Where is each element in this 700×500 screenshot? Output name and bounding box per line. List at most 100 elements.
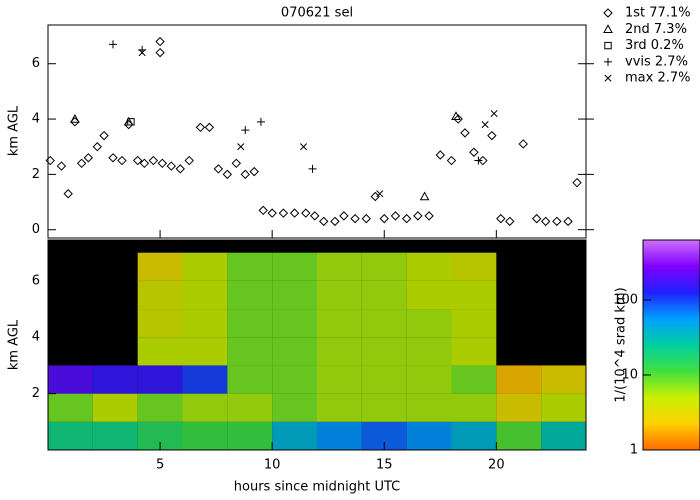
point	[419, 191, 430, 201]
point	[76, 158, 87, 169]
colorbar-tick-label: 1	[630, 443, 638, 458]
point	[330, 216, 340, 227]
heatmap-cell	[361, 365, 407, 394]
legend-symbol	[604, 57, 612, 66]
point	[127, 118, 135, 126]
heatmap-cell	[227, 365, 273, 394]
heatmap-cell	[92, 393, 138, 422]
heatmap-cell	[182, 365, 228, 394]
colorbar-tick-label: 10	[621, 367, 638, 382]
point	[175, 164, 185, 174]
heatmap-cell	[406, 337, 452, 366]
heatmap-cell	[317, 365, 362, 394]
heatmap-cell	[317, 337, 362, 366]
heatmap-cell	[451, 393, 497, 422]
heatmap-cell	[227, 337, 273, 366]
point	[339, 211, 349, 221]
point	[490, 109, 498, 118]
heatmap-cell	[361, 393, 407, 422]
point	[83, 153, 94, 163]
y-tick-label: 2	[32, 167, 40, 182]
point	[70, 114, 80, 123]
point	[496, 213, 506, 224]
point	[184, 155, 194, 166]
y-axis-label: km AGL	[7, 319, 22, 370]
point	[56, 161, 67, 171]
point	[195, 122, 206, 133]
heatmap-cell	[451, 252, 497, 281]
heatmap-cell	[361, 337, 407, 366]
heatmap-cell	[541, 393, 586, 422]
point	[258, 205, 268, 216]
point	[267, 208, 277, 218]
point	[241, 126, 250, 135]
y-tick-label: 4	[32, 112, 40, 127]
point	[319, 216, 329, 227]
point	[435, 150, 445, 160]
point	[361, 213, 372, 224]
heatmap-cell	[137, 365, 183, 394]
heatmap-cell	[406, 365, 452, 394]
heatmap-cell	[272, 365, 317, 394]
y-tick-label: 0	[32, 222, 40, 237]
point	[138, 49, 146, 57]
point	[413, 211, 423, 221]
point	[376, 190, 384, 198]
y-tick-label: 6	[32, 56, 40, 71]
heatmap-cell	[317, 421, 362, 450]
legend-label: vvis 2.7%	[625, 54, 688, 69]
heatmap-cell	[182, 309, 228, 338]
legend-symbol	[603, 24, 613, 33]
point	[563, 216, 573, 227]
point	[148, 155, 159, 166]
heatmap-cell	[182, 252, 228, 281]
x-tick-label: 5	[156, 458, 164, 473]
point	[213, 164, 224, 174]
heatmap-cell	[451, 309, 497, 338]
plot-frame	[47, 24, 587, 239]
point	[155, 36, 165, 47]
heatmap-cell	[496, 365, 542, 394]
point	[299, 143, 308, 151]
chart-title: 070621 sel	[281, 6, 353, 21]
heatmap-cell	[496, 421, 542, 450]
colorbar	[642, 239, 700, 451]
legend-symbol	[604, 74, 612, 82]
colorbar-label: 1/(10^4 srad km)	[614, 287, 629, 402]
colorbar-tick-label: 100	[613, 292, 638, 307]
heatmap-cell	[137, 280, 183, 310]
point	[157, 158, 168, 169]
point	[155, 47, 165, 58]
point	[204, 122, 215, 133]
point	[379, 213, 389, 224]
point	[474, 156, 483, 165]
heatmap-cell	[451, 337, 497, 366]
heatmap-cell	[272, 280, 317, 310]
y-tick-label: 6	[32, 273, 40, 288]
heatmap-cell	[182, 337, 228, 366]
heatmap-cell	[227, 309, 273, 338]
point	[531, 213, 542, 224]
point	[310, 211, 320, 221]
point	[370, 191, 380, 202]
heatmap-cell	[361, 280, 407, 310]
point	[481, 121, 489, 129]
heatmap-cell	[272, 421, 317, 450]
heatmap-cell	[272, 252, 317, 281]
heatmap-cell	[272, 393, 317, 422]
point	[487, 130, 497, 141]
point	[45, 155, 55, 166]
heatmap-cell	[317, 252, 362, 281]
legend-label: 1st 77.1%	[625, 6, 691, 21]
heatmap-cell	[406, 421, 452, 450]
x-tick-label: 20	[488, 458, 505, 473]
heatmap-cell	[317, 309, 362, 338]
point	[424, 211, 434, 221]
heatmap-cell	[361, 309, 407, 338]
heatmap-cell	[227, 252, 273, 281]
heatmap-cell	[92, 421, 138, 450]
heatmap-cell	[137, 337, 183, 366]
point	[166, 161, 176, 171]
heatmap-cell	[137, 309, 183, 338]
